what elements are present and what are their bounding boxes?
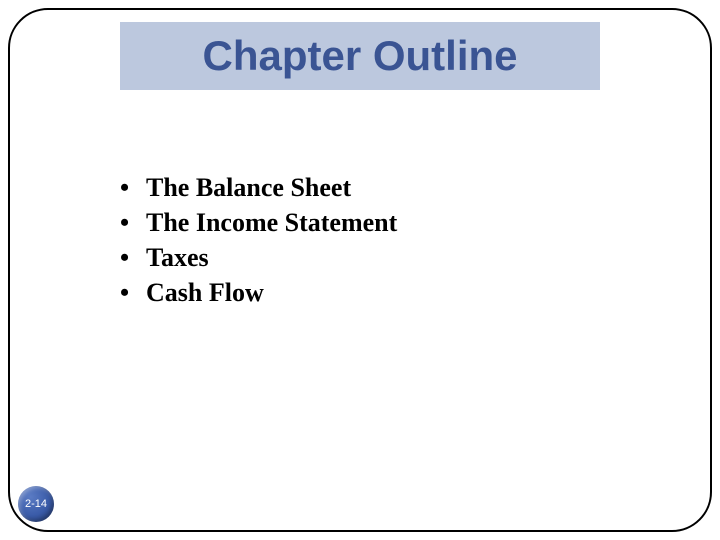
page-number: 2-14 xyxy=(25,498,47,510)
list-item: The Balance Sheet xyxy=(120,170,397,205)
slide-title: Chapter Outline xyxy=(202,32,517,80)
title-box: Chapter Outline xyxy=(120,22,600,90)
list-item: Cash Flow xyxy=(120,275,397,310)
bullet-list: The Balance Sheet The Income Statement T… xyxy=(120,170,397,310)
list-item: The Income Statement xyxy=(120,205,397,240)
page-number-badge: 2-14 xyxy=(18,486,54,522)
list-item: Taxes xyxy=(120,240,397,275)
